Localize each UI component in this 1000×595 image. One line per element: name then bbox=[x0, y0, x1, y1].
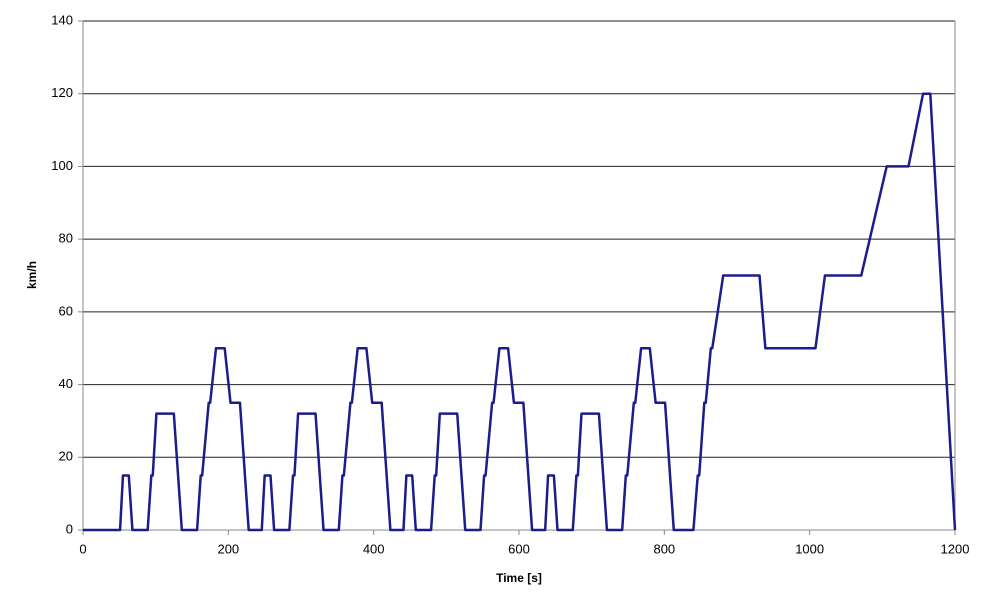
x-axis-label: Time [s] bbox=[496, 571, 542, 585]
x-tick-label: 1000 bbox=[795, 541, 824, 556]
x-tick-label: 200 bbox=[217, 541, 239, 556]
x-tick-label: 800 bbox=[653, 541, 675, 556]
x-tick-label: 0 bbox=[79, 541, 86, 556]
y-tick-label: 40 bbox=[59, 376, 73, 391]
y-tick-label: 60 bbox=[59, 303, 73, 318]
x-tick-label: 600 bbox=[508, 541, 530, 556]
x-tick-label: 1200 bbox=[941, 541, 970, 556]
y-tick-label: 140 bbox=[51, 12, 73, 27]
y-axis-label: km/h bbox=[25, 261, 39, 289]
y-tick-label: 80 bbox=[59, 231, 73, 246]
x-tick-label: 400 bbox=[363, 541, 385, 556]
y-tick-label: 120 bbox=[51, 85, 73, 100]
line-series bbox=[83, 92, 957, 532]
y-tick-label: 0 bbox=[66, 521, 73, 536]
y-tick-label: 20 bbox=[59, 449, 73, 464]
y-tick-label: 100 bbox=[51, 158, 73, 173]
